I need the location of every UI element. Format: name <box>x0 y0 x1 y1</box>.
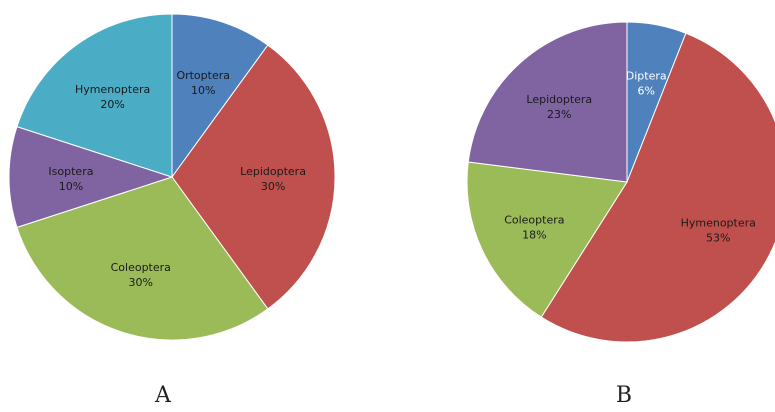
pie-b-slice-lepidoptera <box>467 21 628 183</box>
pie-b-value-lepidoptera: 23% <box>547 108 571 121</box>
pie-a-label-ortoptera: Ortoptera <box>176 69 230 82</box>
pie-a-slice-lepidoptera <box>171 44 336 310</box>
pie-a-slice-isoptera <box>8 125 174 229</box>
pie-a-slice-coleoptera <box>16 176 269 341</box>
pie-a-value-coleoptera: 30% <box>129 276 153 289</box>
pie-b-label-diptera: Diptera <box>626 69 667 82</box>
pie-chart-b: Diptera 6% Hymenoptera 53% Coleoptera 18% Lepi… <box>466 21 775 343</box>
panel-caption-a: A <box>154 383 172 408</box>
pie-b-value-hymenoptera: 53% <box>706 231 730 244</box>
pie-b-label-coleoptera: Coleoptera <box>504 214 564 227</box>
pie-b-label-lepidoptera: Lepidoptera <box>526 93 592 106</box>
pie-a-label-coleoptera: Coleoptera <box>111 261 171 274</box>
pie-a-label-lepidoptera: Lepidoptera <box>240 165 306 178</box>
pie-b-value-diptera: 6% <box>637 84 654 97</box>
pie-a-value-lepidoptera: 30% <box>261 180 285 193</box>
pie-b-slice-hymenoptera <box>540 32 775 343</box>
pie-chart-a: Ortoptera 10% Lepidoptera 30% Coleoptera 30% I… <box>8 13 336 341</box>
pie-a-value-ortoptera: 10% <box>191 84 215 97</box>
pie-b-label-hymenoptera: Hymenoptera <box>681 216 756 229</box>
pie-b-slice-coleoptera <box>466 161 628 318</box>
pie-a-label-hymenoptera: Hymenoptera <box>75 83 150 96</box>
panel-caption-b: B <box>616 383 632 408</box>
pie-a-value-hymenoptera: 20% <box>100 98 124 111</box>
pie-b-value-coleoptera: 18% <box>522 229 546 242</box>
pie-a-slice-hymenoptera <box>16 13 173 178</box>
pie-a-value-isoptera: 10% <box>59 180 83 193</box>
pie-a-label-isoptera: Isoptera <box>48 165 93 178</box>
pie-a-slice-ortoptera <box>171 13 269 179</box>
